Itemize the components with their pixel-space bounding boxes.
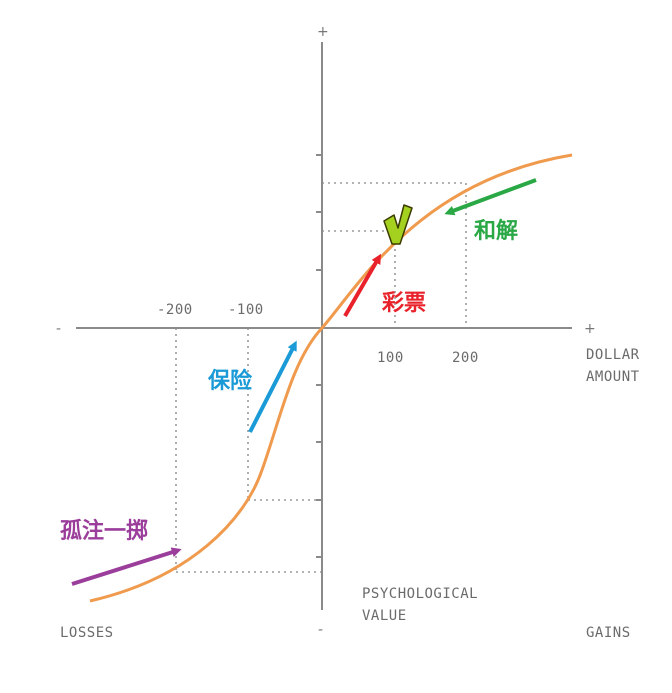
guide-lines [175, 182, 467, 573]
y-minus-sign: - [318, 622, 323, 638]
y-axis-label-line2: VALUE [362, 608, 407, 624]
all-in-label: 孤注一掷 [60, 518, 148, 544]
reconcile-label: 和解 [474, 218, 518, 244]
x-axis-label-line2: AMOUNT [586, 369, 640, 385]
x-axis-label-line1: DOLLAR [586, 347, 640, 363]
reconcile-arrow [444, 178, 537, 216]
x-minus-sign: - [56, 321, 61, 337]
y-plus-sign: + [317, 24, 329, 40]
x-plus-sign: + [584, 321, 596, 337]
check-mark-icon [383, 204, 413, 245]
lottery-label: 彩票 [381, 291, 426, 316]
gains-label: GAINS [586, 625, 631, 641]
insurance-arrow [248, 340, 297, 433]
lottery-arrow [343, 253, 382, 318]
tick-label-neg100: -100 [228, 302, 264, 318]
tick-label-100: 100 [377, 350, 404, 366]
y-axis-label-line1: PSYCHOLOGICAL [362, 586, 478, 602]
value-curve [89, 153, 573, 603]
losses-label: LOSSES [60, 625, 114, 641]
tick-label-neg200: -200 [157, 302, 193, 318]
y-ticks [316, 154, 322, 558]
tick-label-200: 200 [452, 350, 479, 366]
insurance-label: 保险 [207, 368, 253, 394]
all-in-arrow [71, 547, 182, 586]
